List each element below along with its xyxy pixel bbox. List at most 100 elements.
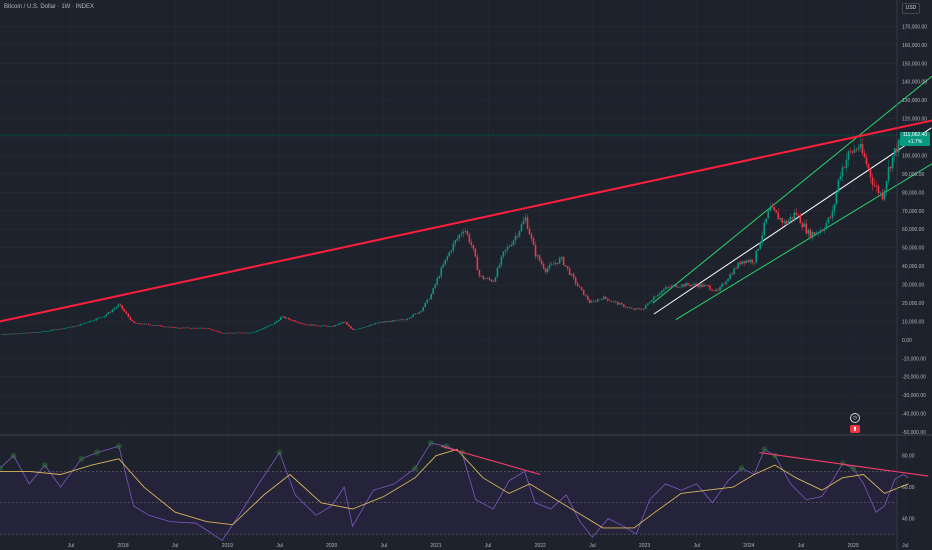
candle-body [765, 218, 768, 223]
candle-body [739, 262, 741, 265]
candle-body [372, 324, 374, 325]
candle-body [318, 325, 320, 327]
candle-body [290, 319, 292, 321]
candle-body [859, 143, 862, 148]
candle-body [73, 326, 76, 328]
candle-body [322, 325, 324, 327]
candle-body [562, 256, 565, 266]
candle-body [19, 333, 21, 335]
replay-icon[interactable]: ▮ [850, 425, 860, 433]
candle-body [845, 159, 848, 168]
candle-body [643, 308, 645, 310]
candle-body [360, 328, 362, 329]
candle-body [833, 204, 836, 212]
candle-body [693, 283, 695, 285]
candle-body [887, 167, 890, 182]
rsi-overbought-mark [850, 465, 857, 472]
candle-body [378, 322, 380, 324]
candle-body [795, 212, 798, 215]
candle-body [647, 303, 649, 306]
candle-body [257, 330, 260, 331]
price-tick-label: 130,000.00 [902, 98, 927, 104]
candle-body [466, 231, 469, 235]
candle-body [881, 192, 884, 200]
candle-body [622, 304, 625, 307]
candle-body [95, 318, 98, 321]
candle-body [13, 333, 15, 335]
candle-body [554, 262, 557, 264]
candle-body [278, 319, 280, 322]
candle-body [608, 300, 611, 302]
candle-body [213, 330, 216, 331]
candle-body [296, 321, 298, 323]
candle-body [893, 148, 896, 157]
candle-body [526, 217, 529, 229]
candle-body [749, 259, 751, 262]
candle-body [284, 316, 286, 319]
rsi-axis[interactable]: 80.00 60.00 40.00 [902, 454, 915, 523]
candle-body [209, 328, 212, 330]
candle-body [793, 212, 796, 219]
candle-body [460, 233, 463, 235]
candle-body [163, 326, 166, 328]
candle-body [869, 168, 872, 178]
candle-body [538, 255, 541, 261]
candle-body [247, 332, 250, 334]
trendline-channel-upper [652, 75, 932, 304]
candle-body [721, 283, 723, 287]
candle-body [418, 312, 421, 314]
candle-body [308, 324, 310, 326]
candle-body [602, 296, 605, 300]
candle-body [633, 308, 635, 310]
candle-body [520, 224, 523, 232]
time-axis[interactable]: Jul 2018 Jul 2019 Jul 2020 Jul 2021 Jul 2022 Jul 20… [68, 543, 909, 549]
candle-body [346, 322, 348, 325]
candle-body [789, 217, 792, 221]
candle-body [438, 276, 441, 279]
candle-body [610, 300, 613, 302]
candle-body [849, 151, 852, 152]
candle-body [165, 326, 168, 328]
candle-body [468, 234, 471, 243]
candle-body [121, 305, 124, 310]
candle-body [338, 323, 340, 325]
candle-body [57, 329, 59, 330]
candle-body [33, 332, 35, 333]
rsi-overbought-mark [41, 462, 48, 469]
candle-body [55, 329, 57, 331]
candle-body [304, 324, 306, 325]
alert-icon[interactable]: ◷ [850, 413, 860, 423]
time-tick-label: Jul [485, 543, 491, 549]
currency-badge[interactable]: USD [902, 3, 920, 14]
candle-body [229, 332, 232, 334]
candle-body [233, 332, 236, 334]
candle-body [781, 218, 784, 223]
candle-body [476, 256, 479, 270]
last-price-tag: 111,062.40 +1.7% [900, 132, 930, 146]
candle-body [586, 295, 589, 300]
time-tick-label: 2019 [222, 543, 233, 549]
candle-body [245, 332, 248, 334]
candle-body [79, 324, 82, 326]
candle-body [831, 211, 834, 218]
candle-body [747, 260, 749, 262]
price-tick-label: 20,000.00 [902, 301, 924, 307]
symbol-title[interactable]: Bitcoin / U.S. Dollar · 1W · INDEX [4, 4, 95, 10]
price-tick-label: 10,000.00 [902, 319, 924, 325]
price-axis[interactable]: 170,000.00 160,000.00 150,000.00 140,000.00… [902, 24, 927, 436]
price-tick-label: 30,000.00 [902, 283, 924, 289]
candle-body [446, 256, 449, 260]
candle-body [600, 299, 603, 300]
candle-body [153, 325, 156, 326]
rsi-overbought-mark [839, 460, 846, 467]
candle-body [155, 325, 158, 326]
price-tick-label: 50,000.00 [902, 246, 924, 252]
time-tick-label: Jul [798, 543, 804, 549]
candle-body [181, 327, 184, 329]
candle-body [606, 298, 609, 301]
candle-body [91, 320, 94, 322]
candle-body [29, 332, 31, 334]
candle-body [827, 217, 830, 223]
candle-body [645, 305, 647, 309]
